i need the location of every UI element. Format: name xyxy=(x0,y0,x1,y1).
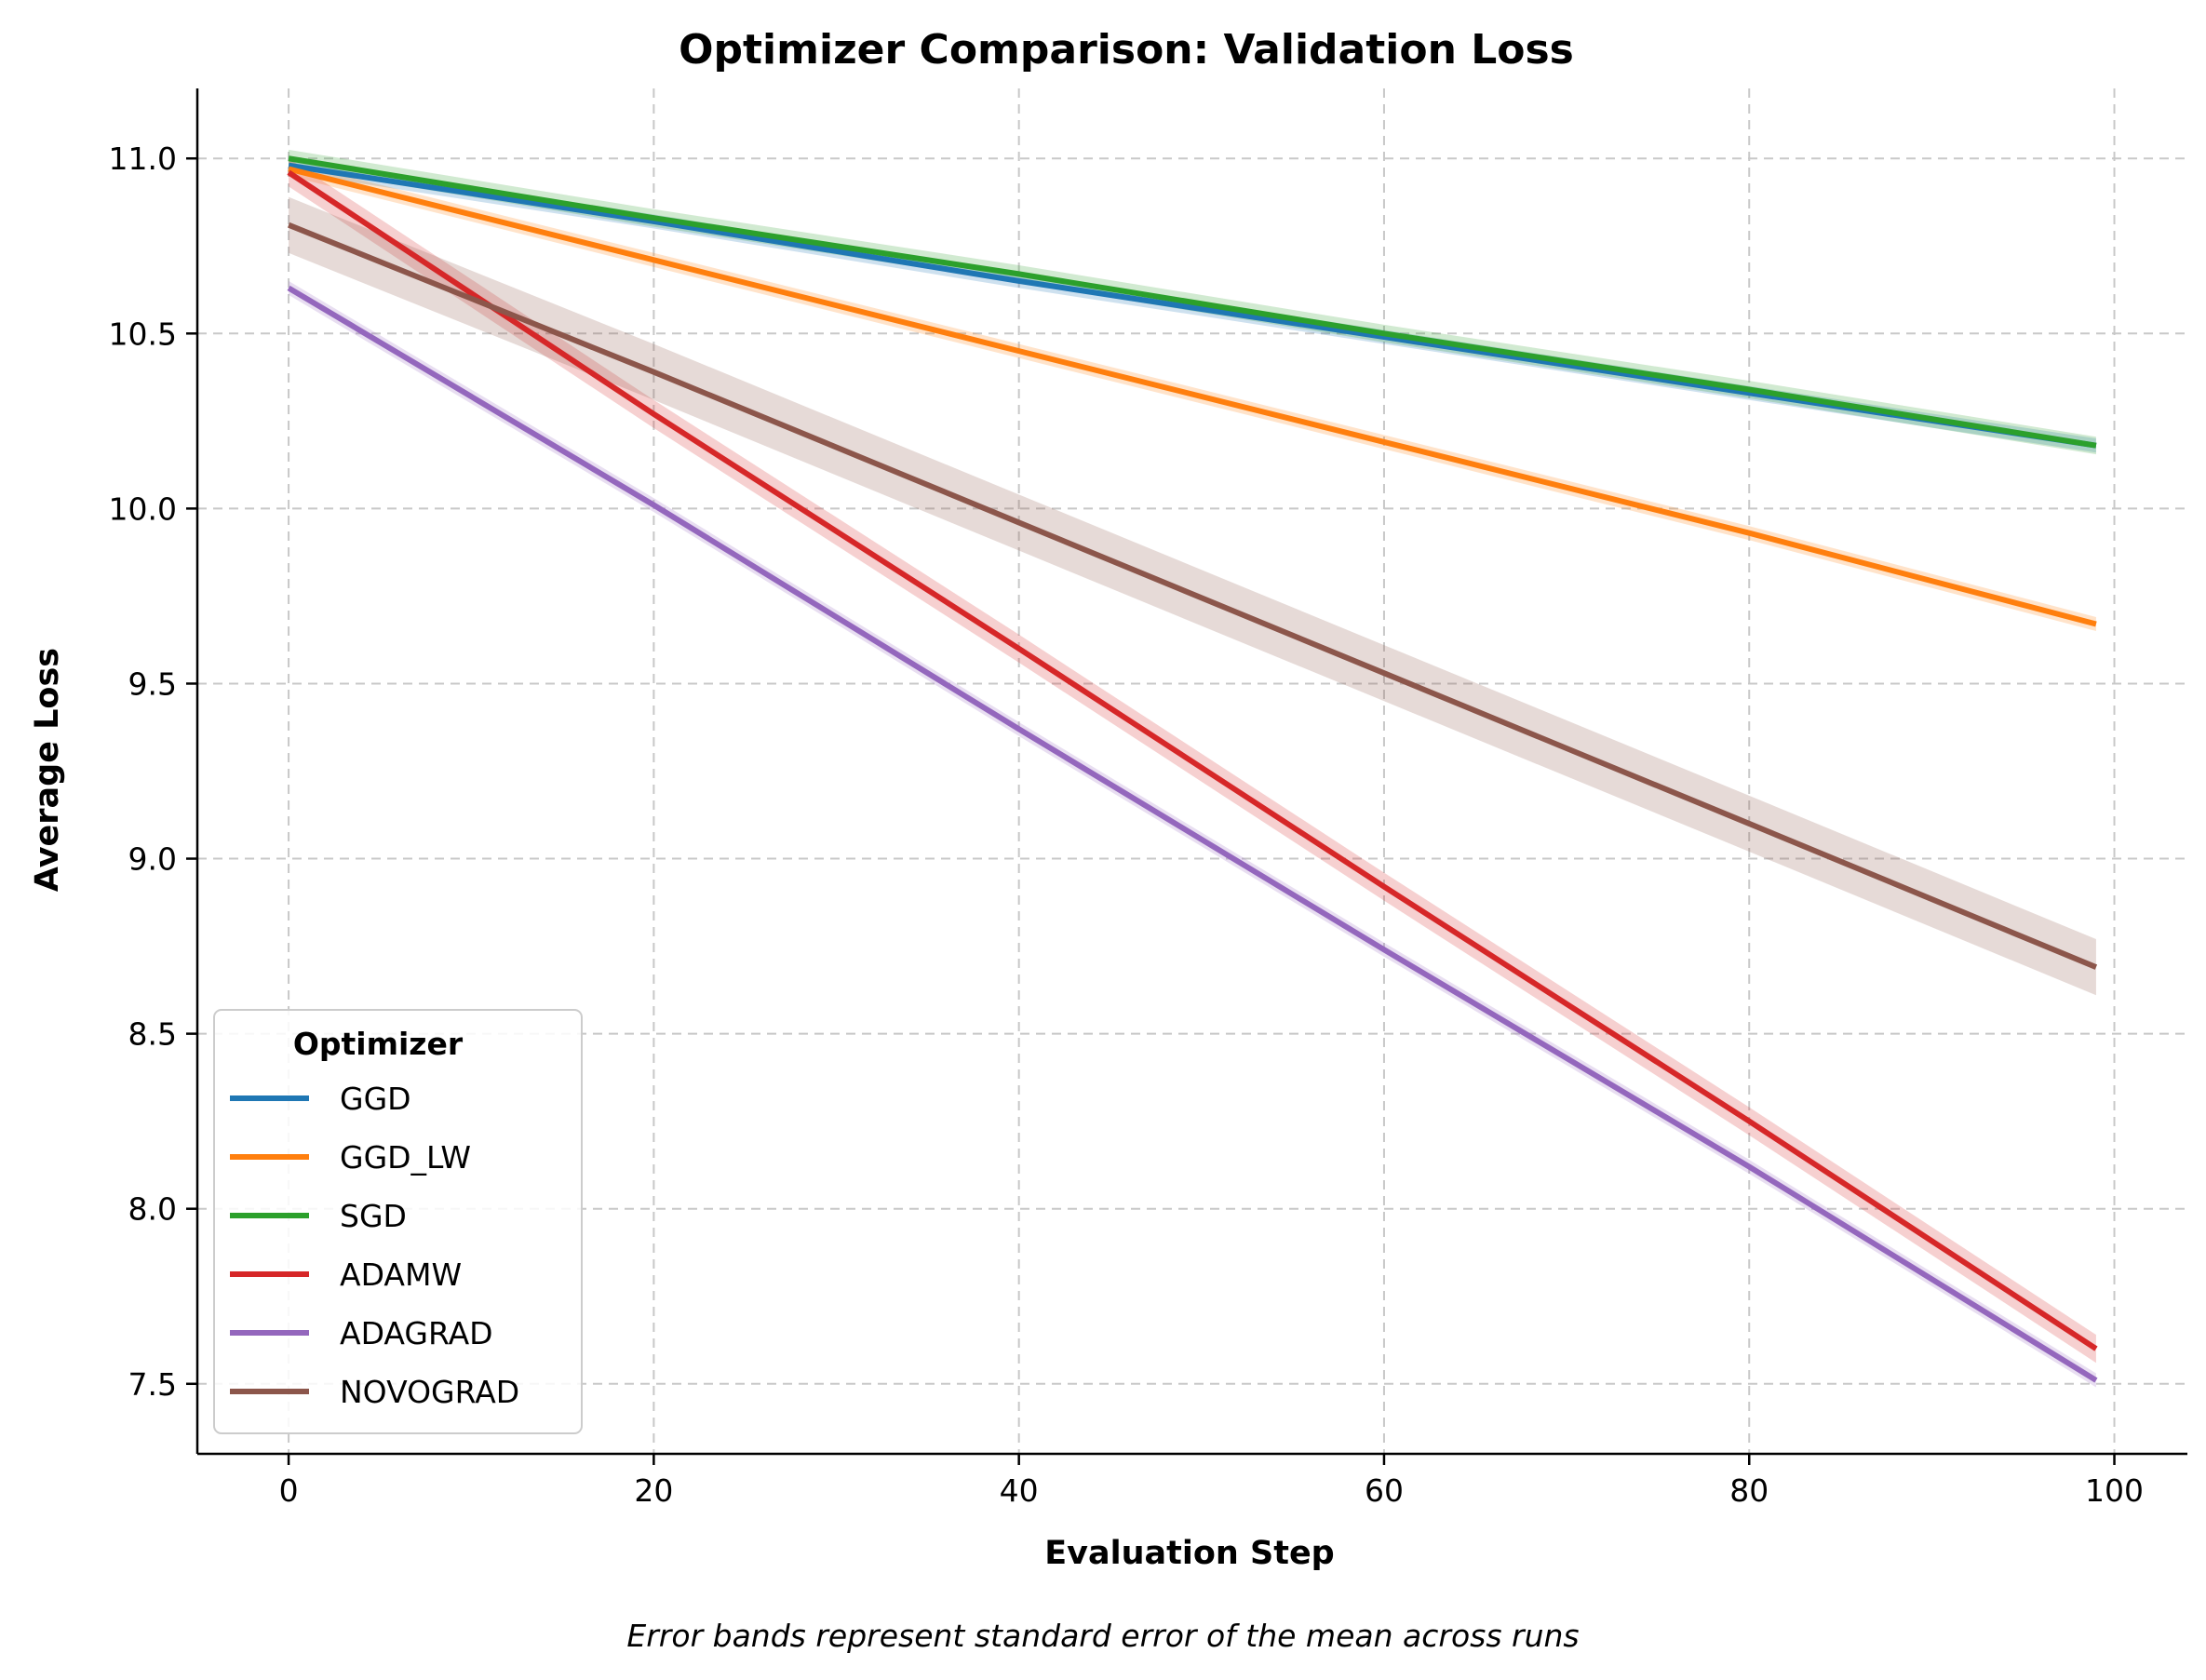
x-tick-label: 100 xyxy=(2085,1472,2144,1509)
y-tick-label: 9.5 xyxy=(128,665,177,702)
series-lines xyxy=(287,155,2098,1383)
x-tick-label: 40 xyxy=(1000,1472,1039,1509)
series-line-novograd xyxy=(287,222,2098,970)
legend-label-adagrad: ADAGRAD xyxy=(340,1315,493,1351)
y-tick-label: 9.0 xyxy=(128,841,177,878)
y-axis-label: Average Loss xyxy=(29,648,66,892)
legend-label-novograd: NOVOGRAD xyxy=(340,1374,519,1410)
y-tick-label: 10.5 xyxy=(109,316,177,352)
x-tick-label: 80 xyxy=(1729,1472,1769,1509)
y-tick-label: 8.5 xyxy=(128,1016,177,1053)
x-tick-label: 60 xyxy=(1365,1472,1404,1509)
series-line-sgd xyxy=(288,155,2097,449)
x-tick-label: 20 xyxy=(634,1472,673,1509)
legend-title: Optimizer xyxy=(293,1026,464,1062)
series-line-adagrad xyxy=(287,285,2098,1383)
y-ticks: 7.5 8.0 8.5 9.0 9.5 10.0 10.5 11.0 xyxy=(109,141,197,1403)
series-line-ggd-lw xyxy=(288,166,2097,627)
legend-label-adamw: ADAMW xyxy=(340,1257,462,1293)
legend-label-ggd: GGD xyxy=(340,1081,411,1117)
legend-label-ggd-lw: GGD_LW xyxy=(340,1139,471,1176)
x-ticks: 0 20 40 60 80 100 xyxy=(279,1454,2144,1509)
y-tick-label: 7.5 xyxy=(128,1366,177,1403)
legend: Optimizer GGD GGD_LW SGD ADAMW ADAGRAD NOVOGRA… xyxy=(213,1009,583,1434)
chart-title: Optimizer Comparison: Validation Loss xyxy=(679,26,1574,74)
legend-label-sgd: SGD xyxy=(340,1198,407,1234)
x-tick-label: 0 xyxy=(279,1472,299,1509)
grid xyxy=(197,88,2187,1454)
axes xyxy=(195,88,2187,1456)
y-tick-label: 11.0 xyxy=(109,141,177,177)
series-line-ggd xyxy=(288,162,2097,449)
y-tick-label: 8.0 xyxy=(128,1191,177,1228)
legend-box xyxy=(213,1009,583,1434)
x-axis-label: Evaluation Step xyxy=(1044,1535,1334,1572)
series-line-adamw xyxy=(287,169,2098,1351)
error-band-caption: Error bands represent standard error of … xyxy=(626,1618,1580,1654)
y-tick-label: 10.0 xyxy=(109,491,177,527)
